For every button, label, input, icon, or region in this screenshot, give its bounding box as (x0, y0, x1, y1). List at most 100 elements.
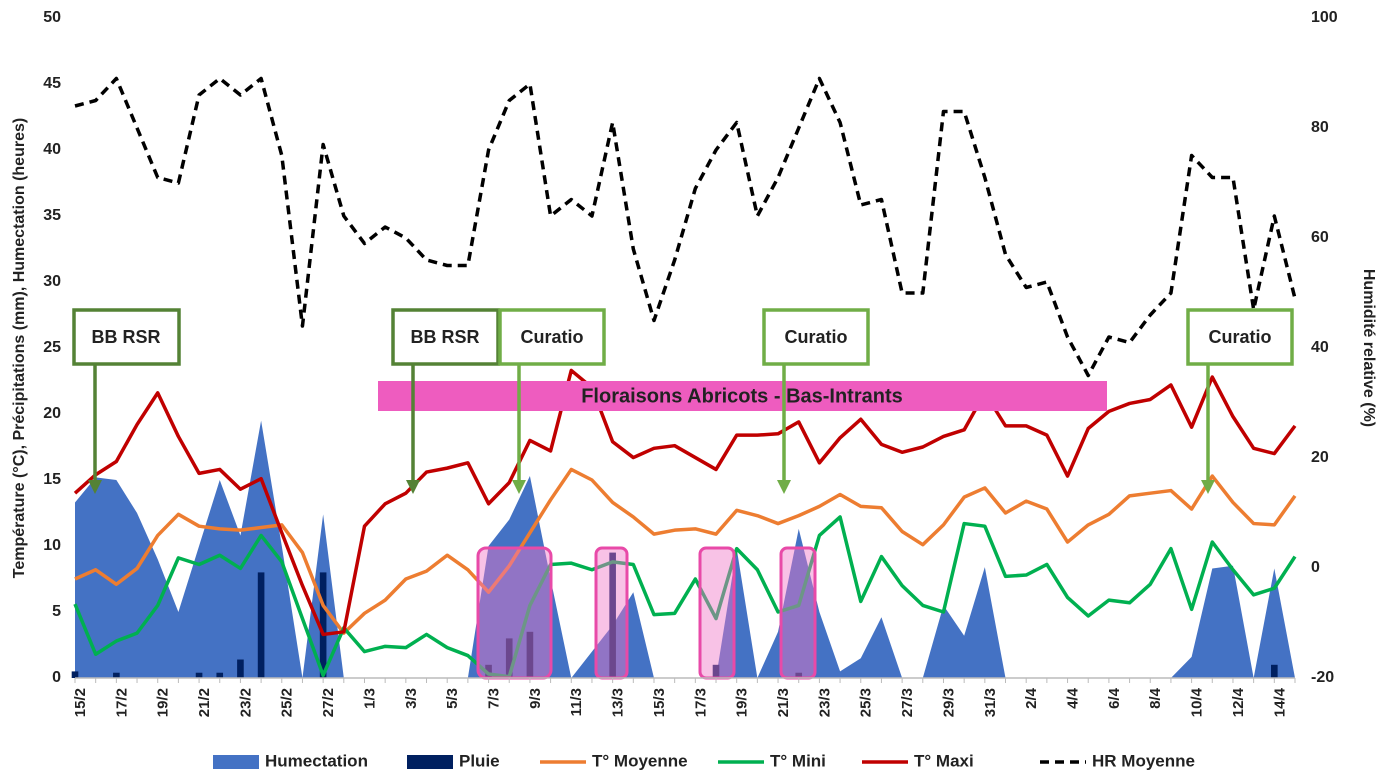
x-tick-label: 4/4 (1065, 687, 1082, 709)
x-tick-label: 23/3 (816, 688, 833, 717)
x-tick-label: 13/3 (610, 688, 627, 717)
x-tick-label: 17/3 (692, 688, 709, 717)
x-tick-label: 11/3 (568, 688, 585, 716)
y-tick-label: 15 (43, 471, 61, 488)
y-axis-title: Température (°C), Précipitations (mm), H… (11, 118, 28, 578)
y2-tick-label: 20 (1311, 449, 1329, 466)
legend-label: T° Mini (770, 751, 826, 770)
x-tick-label: 6/4 (1106, 687, 1123, 709)
plot-area (71, 76, 1297, 679)
x-tick-label: 27/3 (899, 688, 916, 717)
highlight-box (779, 546, 817, 680)
arrow-head (1201, 480, 1215, 494)
bar (1271, 664, 1278, 678)
bar (195, 672, 203, 678)
x-tick-label: 29/3 (940, 688, 957, 717)
legend-label: Humectation (265, 751, 368, 770)
x-tick-label: 21/2 (196, 688, 213, 717)
banner-text: Floraisons Abricots - Bas-Intrants (581, 385, 903, 407)
treatment-label: Curatio (1209, 327, 1272, 347)
legend-swatch (213, 755, 259, 769)
x-tick-label: 2/4 (1023, 687, 1040, 709)
line (73, 368, 1297, 637)
highlight-box (594, 546, 629, 680)
legend-label: HR Moyenne (1092, 751, 1195, 770)
x-tick-label: 27/2 (320, 688, 337, 717)
legend: Humectation Pluie T° Moyenne T° Mini T° Maxi… (213, 751, 1195, 770)
x-tick-label: 19/3 (734, 688, 751, 717)
bar (71, 671, 79, 678)
x-tick-label: 19/2 (155, 688, 172, 717)
y2-axis-title: Humidité relative (%) (1360, 269, 1377, 427)
x-tick-label: 31/3 (982, 688, 999, 717)
y-tick-label: 50 (43, 9, 61, 26)
y-tick-label: 25 (43, 339, 61, 356)
treatment-box (762, 308, 870, 366)
treatment-box (72, 308, 181, 366)
bar (609, 552, 616, 678)
highlight-box (698, 546, 736, 680)
axes: 0 5 10 15 20 25 30 35 40 45 50 -20 0 20 40 60 80 100 15/2 1… (43, 9, 1338, 717)
y-tick-label: 45 (43, 75, 61, 92)
x-tick-label: 3/3 (403, 688, 420, 709)
x-tick-label: 8/4 (1147, 687, 1164, 709)
bar (216, 672, 224, 678)
bar (319, 572, 327, 678)
y-tick-label: 10 (43, 537, 61, 554)
y2-tick-label: 60 (1311, 229, 1329, 246)
treatment-label: Curatio (785, 327, 848, 347)
legend-label: T° Moyenne (592, 751, 688, 770)
y-tick-label: 20 (43, 405, 61, 422)
y-tick-label: 35 (43, 207, 61, 224)
area (75, 420, 1295, 678)
treatment-label: BB RSR (410, 327, 479, 347)
arrow-head (88, 480, 102, 494)
x-tick-label: 12/4 (1230, 687, 1247, 717)
treatment-box (498, 308, 606, 366)
treatment-box (1186, 308, 1294, 366)
y2-tick-label: -20 (1311, 669, 1334, 686)
x-tick-label: 21/3 (775, 688, 792, 717)
x-tick-label: 14/4 (1271, 687, 1288, 717)
x-tick-label: 10/4 (1189, 687, 1206, 717)
bar (485, 664, 492, 678)
line (73, 515, 1297, 679)
x-tick-label: 17/2 (113, 688, 130, 717)
y2-tick-label: 80 (1311, 119, 1329, 136)
treatment-label: BB RSR (91, 327, 160, 347)
x-tick-label: 7/3 (486, 688, 503, 709)
bar (257, 572, 265, 678)
x-tick-label: 1/3 (361, 688, 378, 709)
x-tick-label: 9/3 (527, 688, 544, 709)
treatment-label: Curatio (521, 327, 584, 347)
bar (712, 664, 720, 678)
arrow-head (406, 480, 420, 494)
y2-tick-label: 0 (1311, 559, 1320, 576)
treatment-boxes (72, 308, 1294, 366)
bar (505, 638, 513, 678)
y2-tick-label: 40 (1311, 339, 1329, 356)
arrows (88, 364, 1215, 494)
x-tick-label: 5/3 (444, 688, 461, 709)
arrow-head (512, 480, 526, 494)
y-tick-label: 0 (52, 669, 61, 686)
y2-tick-label: 100 (1311, 9, 1338, 26)
x-tick-label: 25/3 (858, 688, 875, 717)
banner (378, 381, 1107, 411)
legend-label: Pluie (459, 751, 500, 770)
y-tick-label: 5 (52, 603, 61, 620)
arrow-head (777, 480, 791, 494)
y-tick-label: 40 (43, 141, 61, 158)
x-tick-label: 15/3 (651, 688, 668, 717)
y-tick-label: 30 (43, 273, 61, 290)
legend-label: T° Maxi (914, 751, 974, 770)
treatment-box (391, 308, 500, 366)
x-tick-label: 25/2 (279, 688, 296, 717)
bar (237, 659, 244, 678)
bar (113, 672, 120, 678)
x-tick-label: 15/2 (72, 688, 89, 717)
bar (526, 631, 534, 678)
highlight-box (476, 546, 553, 680)
bar (795, 672, 803, 678)
